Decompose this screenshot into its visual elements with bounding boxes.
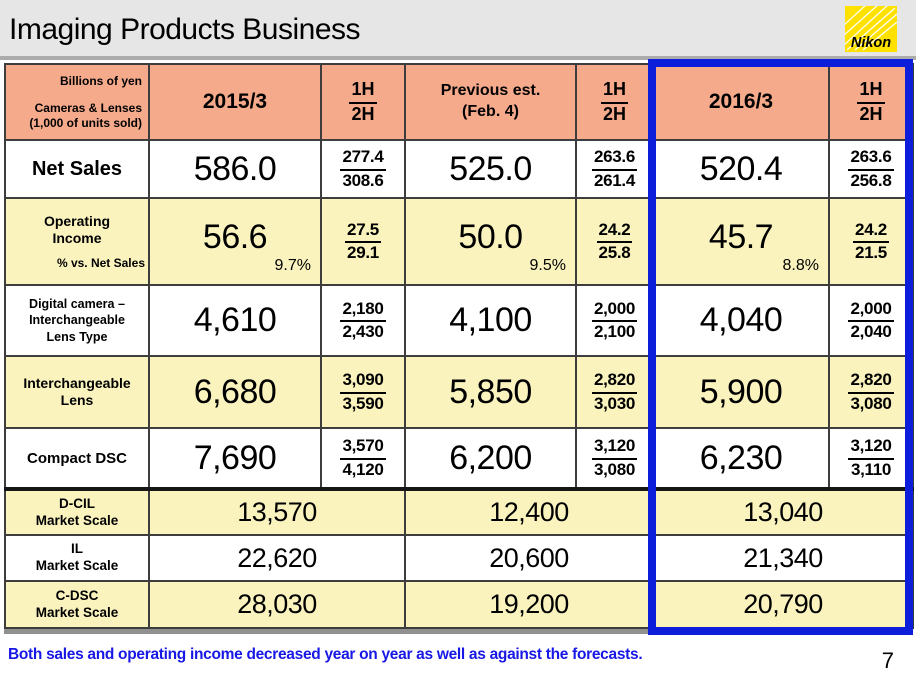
- half-values-cell: 24.2 21.5: [828, 197, 914, 286]
- row-sub-label: % vs. Net Sales: [56, 255, 145, 270]
- table-row-il-units: Interchangeable Lens 6,680 3,090 3,590 5…: [4, 355, 914, 429]
- table-row-dcil-market-scale: D-CIL Market Scale 13,570 12,400 13,040: [4, 487, 914, 536]
- table-row-compact-dsc: Compact DSC 7,690 3,570 4,120 6,200 3,12…: [4, 427, 914, 490]
- value-cell: 13,570: [148, 487, 406, 536]
- value-cell: 586.0: [148, 139, 322, 199]
- half-values-cell: 2,000 2,100: [575, 284, 654, 357]
- table-row-dcil-units: Digital camera – Interchangeable Lens Ty…: [4, 284, 914, 357]
- header-2h: 2H: [602, 103, 626, 124]
- half-values-cell: 2,000 2,040: [828, 284, 914, 357]
- header-1h: 1H: [349, 79, 377, 104]
- value-cell: 7,690: [148, 427, 322, 490]
- header-previous-estimate: Previous est. (Feb. 4): [404, 63, 577, 141]
- value-cell: 4,610: [148, 284, 322, 357]
- value-cell: 45.7 8.8%: [652, 197, 830, 286]
- half-values-cell: 2,820 3,030: [575, 355, 654, 429]
- value-cell: 12,400: [404, 487, 654, 536]
- half-values-cell: 2,820 3,080: [828, 355, 914, 429]
- header-half-prev: 1H 2H: [575, 63, 654, 141]
- header-units-line2: Cameras & Lenses: [34, 100, 142, 115]
- value-cell: 4,100: [404, 284, 577, 357]
- value-cell: 20,790: [652, 580, 914, 629]
- row-label: Operating Income % vs. Net Sales: [4, 197, 150, 286]
- table-row-net-sales: Net Sales 586.0 277.4 308.6 525.0 263.6 …: [4, 139, 914, 199]
- value-cell: 50.0 9.5%: [404, 197, 577, 286]
- half-values-cell: 3,120 3,080: [575, 427, 654, 490]
- value-cell: 6,680: [148, 355, 322, 429]
- row-label: IL Market Scale: [4, 534, 150, 582]
- table-row-operating-income: Operating Income % vs. Net Sales 56.6 9.…: [4, 197, 914, 286]
- header-half-2015: 1H 2H: [320, 63, 406, 141]
- row-label: Interchangeable Lens: [4, 355, 150, 429]
- value-cell: 5,900: [652, 355, 830, 429]
- half-values-cell: 277.4 308.6: [320, 139, 406, 199]
- value-cell: 13,040: [652, 487, 914, 536]
- page-number: 7: [881, 648, 894, 673]
- value-cell: 6,230: [652, 427, 830, 490]
- half-values-cell: 24.2 25.8: [575, 197, 654, 286]
- value-cell: 20,600: [404, 534, 654, 582]
- header-half-2016: 1H 2H: [828, 63, 914, 141]
- header-fy2016: 2016/3: [652, 63, 830, 141]
- header-2h: 2H: [351, 103, 375, 124]
- header-fy2015: 2015/3: [148, 63, 322, 141]
- value-cell: 28,030: [148, 580, 406, 629]
- value-cell: 5,850: [404, 355, 577, 429]
- half-values-cell: 27.5 29.1: [320, 197, 406, 286]
- row-label: D-CIL Market Scale: [4, 487, 150, 536]
- half-values-cell: 3,120 3,110: [828, 427, 914, 490]
- header-1h: 1H: [600, 79, 628, 104]
- row-label: Compact DSC: [4, 427, 150, 490]
- table-row-il-market-scale: IL Market Scale 22,620 20,600 21,340: [4, 534, 914, 582]
- header-2h: 2H: [859, 103, 883, 124]
- percent-value: 9.5%: [529, 257, 566, 274]
- nikon-logo-icon: Nikon: [842, 3, 898, 52]
- value-cell: 19,200: [404, 580, 654, 629]
- header-units-line1: Billions of yen: [59, 73, 142, 88]
- row-label: C-DSC Market Scale: [4, 580, 150, 629]
- table-header-row: Billions of yen Cameras & Lenses (1,000 …: [4, 63, 914, 141]
- half-values-cell: 263.6 261.4: [575, 139, 654, 199]
- nikon-logo: Nikon: [842, 3, 898, 52]
- value-cell: 520.4: [652, 139, 830, 199]
- half-values-cell: 3,570 4,120: [320, 427, 406, 490]
- page-title: Imaging Products Business: [9, 13, 361, 46]
- value-cell: 21,340: [652, 534, 914, 582]
- half-values-cell: 263.6 256.8: [828, 139, 914, 199]
- value-cell: 22,620: [148, 534, 406, 582]
- financial-table: Billions of yen Cameras & Lenses (1,000 …: [4, 63, 914, 629]
- value-cell: 4,040: [652, 284, 830, 357]
- header-units-cell: Billions of yen Cameras & Lenses (1,000 …: [4, 63, 150, 141]
- header-units-line3: (1,000 of units sold): [29, 115, 142, 130]
- financial-table-wrap: Billions of yen Cameras & Lenses (1,000 …: [4, 63, 914, 634]
- table-row-cdsc-market-scale: C-DSC Market Scale 28,030 19,200 20,790: [4, 580, 914, 629]
- percent-value: 8.8%: [782, 257, 819, 274]
- title-bar: Imaging Products Business Nikon: [0, 0, 916, 60]
- row-label: Digital camera – Interchangeable Lens Ty…: [4, 284, 150, 357]
- value-cell: 6,200: [404, 427, 577, 490]
- header-1h: 1H: [857, 79, 885, 104]
- percent-value: 9.7%: [274, 257, 311, 274]
- footnote-text: Both sales and operating income decrease…: [8, 646, 643, 663]
- value-cell: 525.0: [404, 139, 577, 199]
- value-cell: 56.6 9.7%: [148, 197, 322, 286]
- half-values-cell: 2,180 2,430: [320, 284, 406, 357]
- half-values-cell: 3,090 3,590: [320, 355, 406, 429]
- row-label: Net Sales: [4, 139, 150, 199]
- nikon-logo-text: Nikon: [851, 35, 891, 51]
